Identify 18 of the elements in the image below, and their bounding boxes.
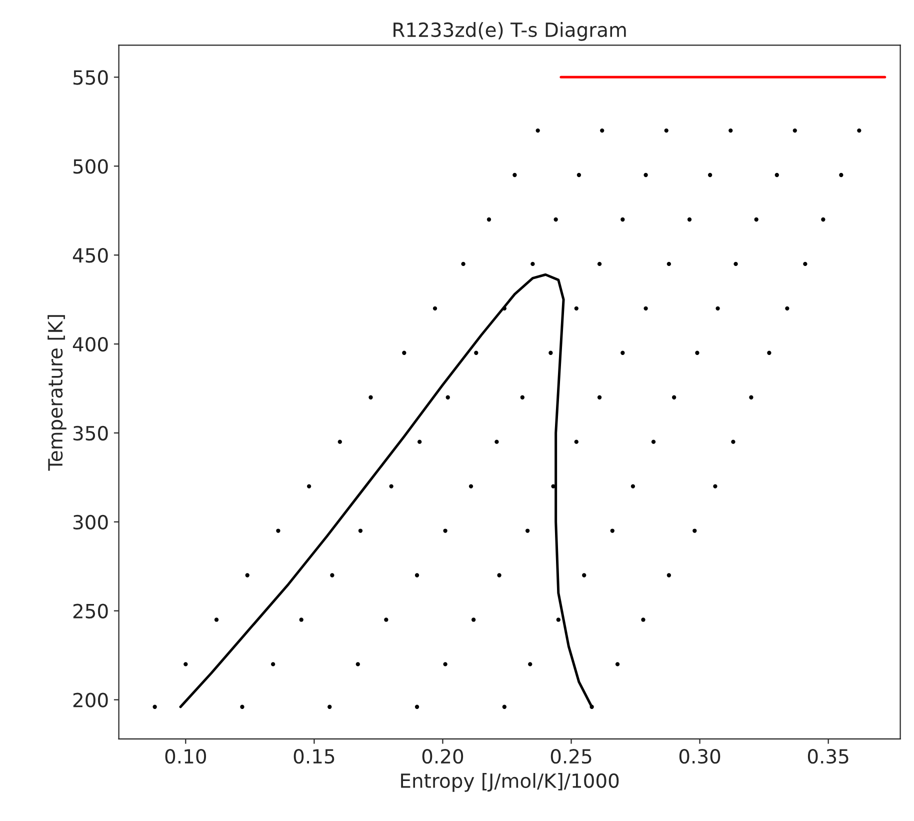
y-axis-title: Temperature [K] xyxy=(48,315,66,471)
line-series xyxy=(179,273,594,708)
x-tick-label: 0.20 xyxy=(422,748,464,764)
y-tick-label: 450 xyxy=(72,248,108,263)
y-tick-label: 300 xyxy=(73,514,108,530)
x-tick-label: 0.35 xyxy=(808,748,848,764)
y-tick-label: 200 xyxy=(73,692,108,708)
x-tick-label: 0.25 xyxy=(550,748,592,764)
y-tick-label: 500 xyxy=(73,159,108,174)
chart-title: R1233zd(e) T-s Diagram xyxy=(394,22,626,41)
x-tick-label: 0.10 xyxy=(165,748,206,764)
x-tick-label: 0.30 xyxy=(679,748,720,764)
x-axis-title: Entropy [J/mol/K]/1000 xyxy=(401,772,619,792)
x-tick-label: 0.15 xyxy=(294,748,334,764)
y-tick-label: 400 xyxy=(72,336,108,352)
y-tick-label: 350 xyxy=(73,426,108,441)
y-tick-label: 550 xyxy=(73,70,108,85)
y-tick-label: 250 xyxy=(73,604,108,618)
